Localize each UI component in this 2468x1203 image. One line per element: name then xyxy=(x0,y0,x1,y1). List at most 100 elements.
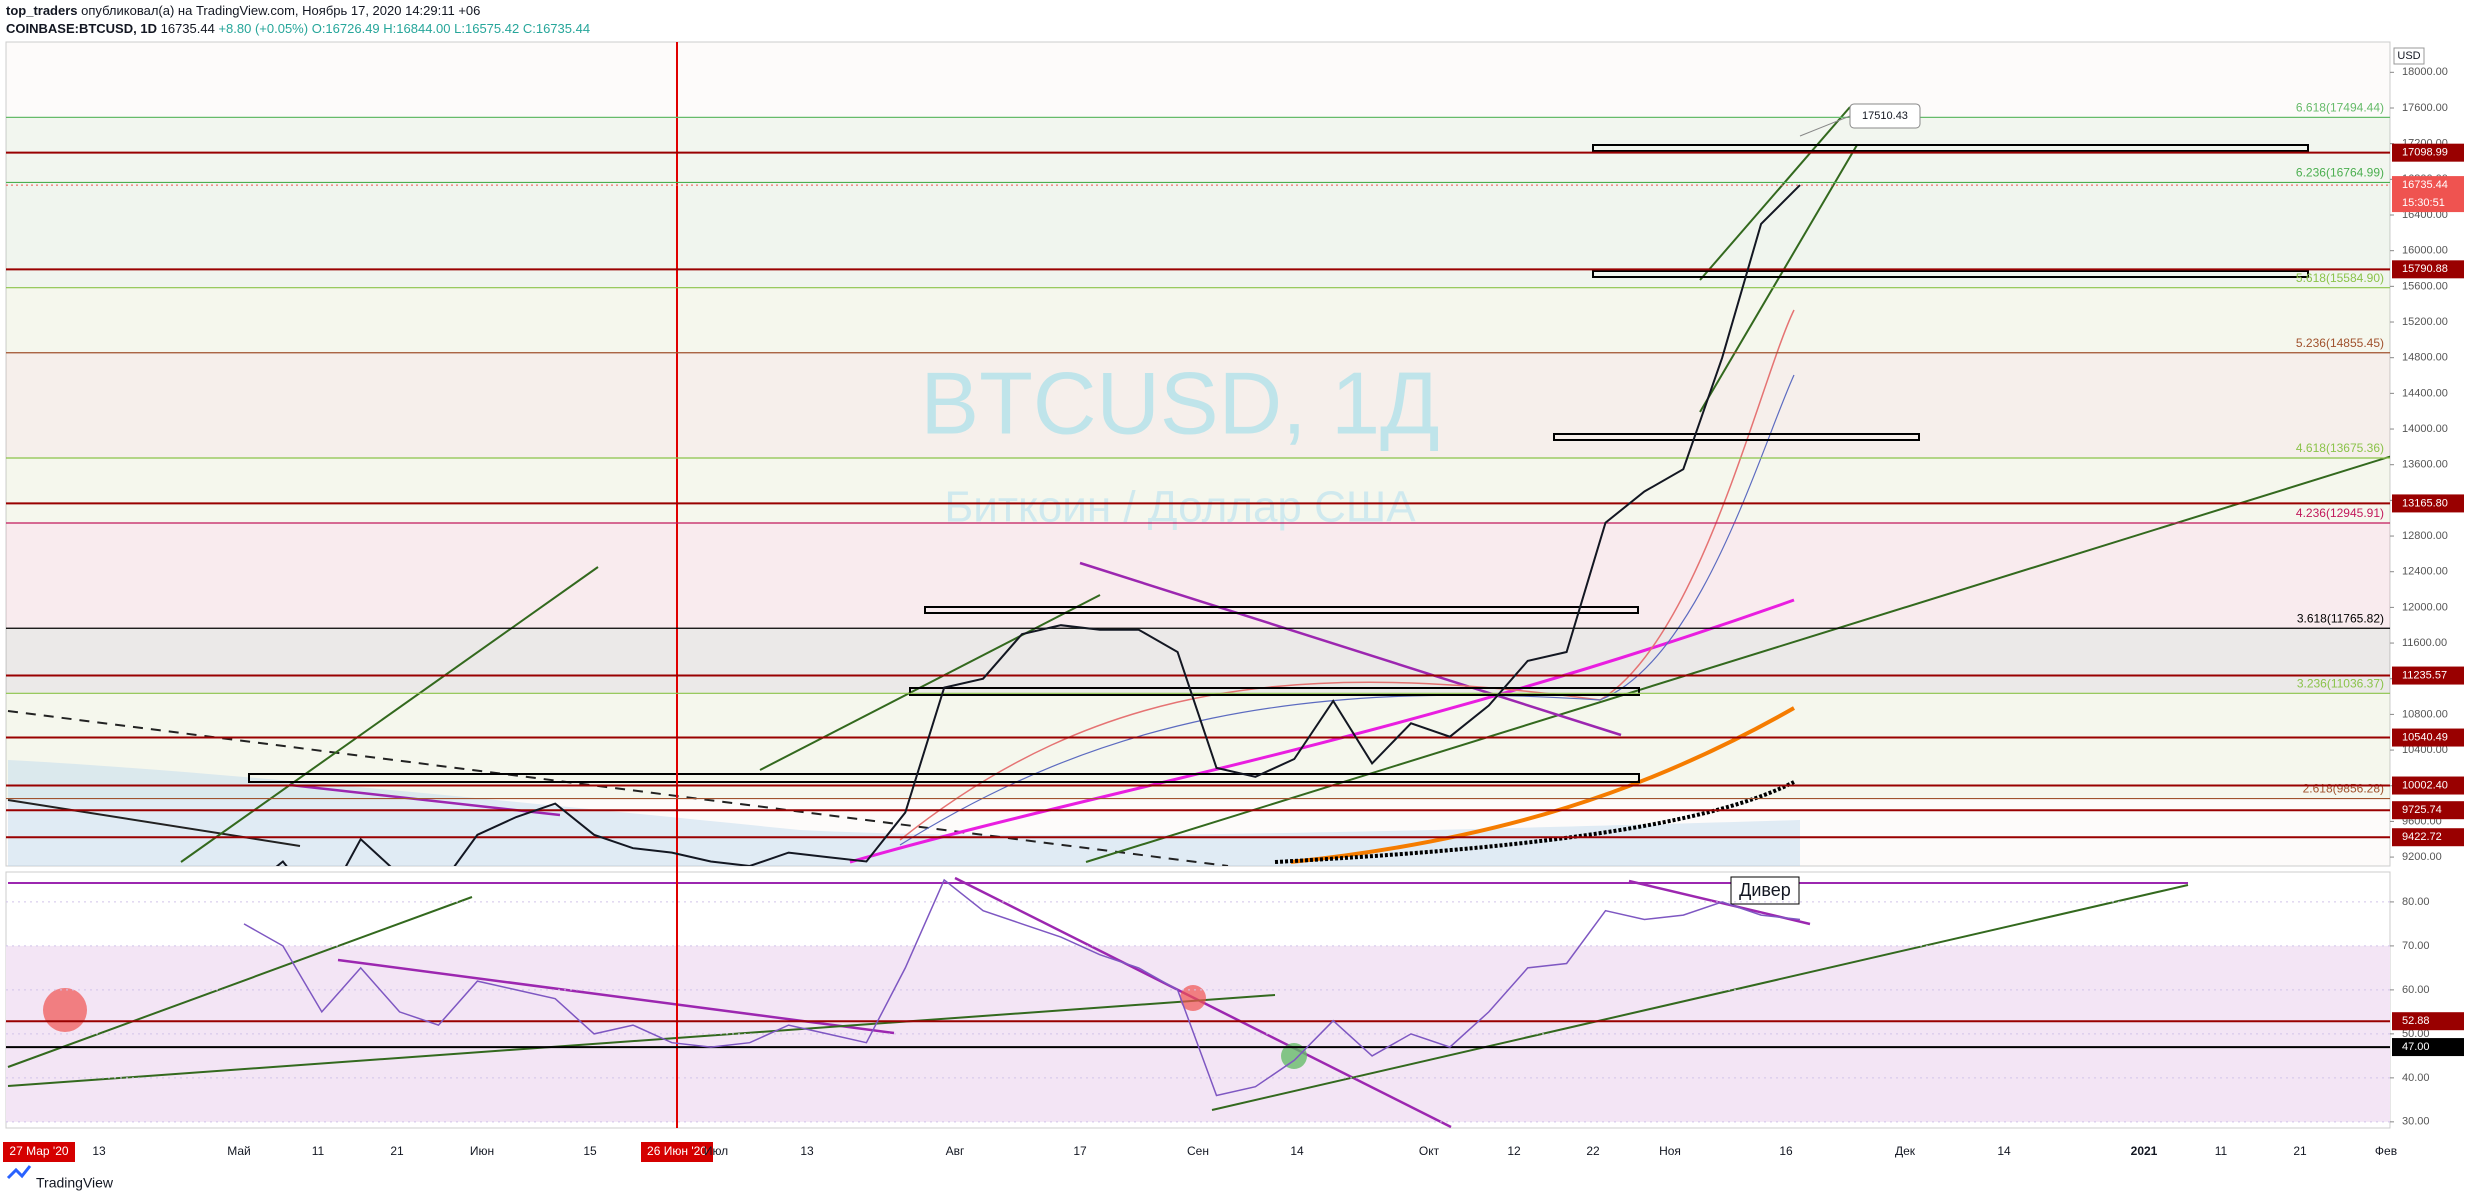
x-tick-label: Ноя xyxy=(1659,1144,1681,1158)
x-tick-label: 14 xyxy=(1997,1144,2011,1158)
level-box xyxy=(2392,1038,2464,1057)
price-line xyxy=(275,184,1801,866)
callout-line xyxy=(1799,115,1851,137)
rsi-line xyxy=(243,878,1801,1097)
rsi-trend xyxy=(7,896,473,1068)
published: опубликовал(а) на TradingView.com, Ноябр… xyxy=(81,3,480,18)
level-box xyxy=(2392,801,2464,820)
y-tick-label: 70.00 xyxy=(2402,940,2430,952)
y-tick-label: 10400.00 xyxy=(2402,744,2448,756)
marker xyxy=(43,988,87,1032)
last-price-box xyxy=(2392,176,2464,213)
header-line-2: COINBASE:BTCUSD, 1D 16735.44 +8.80 (+0.0… xyxy=(6,21,590,36)
zone xyxy=(248,773,1640,783)
level-label: 9422.72 xyxy=(2402,831,2442,843)
level-label: 47.00 xyxy=(2402,1041,2430,1053)
x-tick-label: 15 xyxy=(583,1144,597,1158)
high: H:16844.00 xyxy=(383,21,450,36)
trend-line xyxy=(759,594,1101,771)
moving-average xyxy=(849,598,1795,864)
level-label: 52.88 xyxy=(2402,1015,2430,1027)
zone xyxy=(1553,433,1920,441)
countdown: 15:30:51 xyxy=(2402,197,2445,209)
x-tick-label: 2021 xyxy=(2131,1144,2158,1158)
zone xyxy=(909,687,1640,696)
low: L:16575.42 xyxy=(454,21,519,36)
y-tick-label: 12400.00 xyxy=(2402,566,2448,578)
moving-average xyxy=(899,374,1795,846)
y-tick-label: 80.00 xyxy=(2402,896,2430,908)
symbol: COINBASE:BTCUSD, 1D xyxy=(6,21,157,36)
x-tick-label: Сен xyxy=(1187,1144,1209,1158)
x-tick-label: Фев xyxy=(2375,1144,2397,1158)
level-box xyxy=(2392,728,2464,747)
x-tick-label: Июл xyxy=(704,1144,728,1158)
trend-line xyxy=(180,566,599,863)
y-tick-label: 14000.00 xyxy=(2402,423,2448,435)
moving-average xyxy=(1290,706,1795,864)
moving-average xyxy=(1274,780,1795,864)
x-tick-label: Окт xyxy=(1419,1144,1440,1158)
currency: USD xyxy=(2397,50,2420,62)
x-tick-label: 13 xyxy=(800,1144,814,1158)
watermark-sub: Биткоин / Доллар США xyxy=(944,483,1416,532)
x-tick-label: 27 Мар '20 xyxy=(9,1144,68,1158)
last: 16735.44 xyxy=(161,21,215,36)
x-tick-label: 16 xyxy=(1779,1144,1793,1158)
y-tick-label: 10800.00 xyxy=(2402,708,2448,720)
volume-area xyxy=(8,760,1800,866)
x-tick-label: 13 xyxy=(92,1144,106,1158)
open: O:16726.49 xyxy=(312,21,380,36)
x-tick-label: 21 xyxy=(2293,1144,2307,1158)
fib-label: 3.236(11036.37) xyxy=(2297,676,2384,690)
fib-label: 4.236(12945.91) xyxy=(2296,506,2384,520)
level-box xyxy=(2392,666,2464,685)
x-tick-label: Дек xyxy=(1895,1144,1916,1158)
author: top_traders xyxy=(6,3,78,18)
x-tick-label: 17 xyxy=(1073,1144,1087,1158)
marker xyxy=(1180,985,1206,1011)
x-tick-label: 22 xyxy=(1586,1144,1600,1158)
level-label: 9725.74 xyxy=(2402,804,2442,816)
zone xyxy=(1592,270,2309,278)
moving-average xyxy=(899,309,1795,841)
trend-line xyxy=(1085,455,2390,863)
level-label: 17098.99 xyxy=(2402,147,2448,159)
x-tick-label: Май xyxy=(227,1144,251,1158)
last-price: 16735.44 xyxy=(2402,179,2448,191)
fib-zone xyxy=(6,457,2390,524)
level-label: 13165.80 xyxy=(2402,497,2448,509)
fib-zone xyxy=(6,523,2390,629)
y-tick-label: 9200.00 xyxy=(2402,851,2442,863)
y-tick-label: 12800.00 xyxy=(2402,530,2448,542)
fib-zone xyxy=(6,117,2390,183)
level-box xyxy=(2392,828,2464,847)
change: +8.80 (+0.05%) xyxy=(218,21,308,36)
y-tick-label: 60.00 xyxy=(2402,984,2430,996)
callout-label: 17510.43 xyxy=(1862,110,1908,122)
x-tick-label: 26 Июн '20 xyxy=(647,1144,707,1158)
y-tick-label: 50.00 xyxy=(2402,1028,2430,1040)
fib-label: 6.618(17494.44) xyxy=(2296,101,2384,115)
level-box xyxy=(2392,776,2464,795)
fib-label: 3.618(11765.82) xyxy=(2297,611,2384,625)
annotation: Дивер xyxy=(1739,880,1791,900)
y-tick-label: 16000.00 xyxy=(2402,245,2448,257)
level-label: 10540.49 xyxy=(2402,731,2448,743)
watermark: BTCUSD, 1Д xyxy=(920,353,1439,452)
header-line-1: top_traders опубликовал(а) на TradingVie… xyxy=(6,3,480,18)
fib-label: 4.618(13675.36) xyxy=(2296,441,2384,455)
y-tick-label: 18000.00 xyxy=(2402,66,2448,78)
y-tick-label: 30.00 xyxy=(2402,1116,2430,1128)
y-tick-label: 17600.00 xyxy=(2402,102,2448,114)
currency-box xyxy=(2393,47,2425,65)
trend-line xyxy=(7,799,301,847)
close: C:16735.44 xyxy=(523,21,590,36)
x-tick-label: 11 xyxy=(2215,1144,2228,1158)
y-tick-label: 12000.00 xyxy=(2402,601,2448,613)
y-tick-label: 14800.00 xyxy=(2402,352,2448,364)
x-tick-label: Июн xyxy=(470,1144,494,1158)
brand: TradingView xyxy=(36,1175,114,1191)
level-label: 10002.40 xyxy=(2402,779,2448,791)
